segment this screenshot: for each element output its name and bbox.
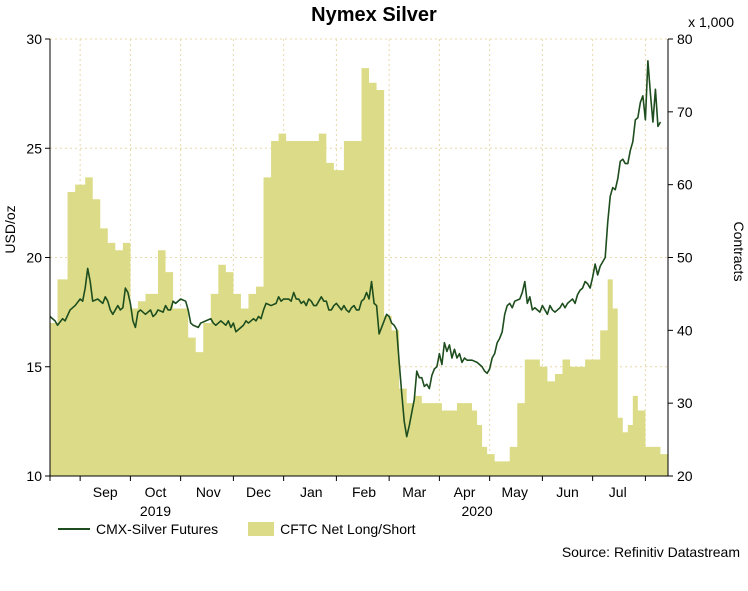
right-tick-label: 50	[677, 250, 693, 266]
legend: CMX-Silver Futures CFTC Net Long/Short	[58, 521, 446, 537]
month-label: May	[502, 484, 528, 500]
month-label: Nov	[196, 484, 221, 500]
left-tick-label: 15	[26, 359, 42, 375]
axis-labels: 10 15 20 25 30 20 30 40 50 60 70 80 Sep Oct Nov Dec Jan F…	[2, 31, 747, 519]
right-axis-title: Contracts	[731, 222, 747, 282]
month-label: Jan	[300, 484, 323, 500]
legend-item-line: CMX-Silver Futures	[58, 521, 218, 537]
chart-title: Nymex Silver	[311, 4, 437, 26]
right-tick-label: 60	[677, 177, 693, 193]
right-tick-label: 80	[677, 31, 693, 47]
month-label: Mar	[402, 484, 426, 500]
legend-line-swatch	[58, 528, 90, 530]
right-tick-label: 40	[677, 322, 693, 338]
left-tick-label: 10	[26, 468, 42, 484]
legend-item-area: CFTC Net Long/Short	[248, 521, 416, 537]
left-tick-label: 20	[26, 250, 42, 266]
month-label: Sep	[93, 484, 118, 500]
year-label: 2019	[140, 503, 171, 519]
legend-area-swatch	[248, 522, 275, 536]
month-label: Feb	[352, 484, 376, 500]
month-label: Oct	[145, 484, 167, 500]
source-note: Source: Refinitiv Datastream	[561, 544, 740, 560]
right-tick-label: 70	[677, 104, 693, 120]
silver-price-line	[49, 60, 662, 438]
month-label: Jul	[609, 484, 627, 500]
left-tick-label: 25	[26, 140, 42, 156]
left-axis-title: USD/oz	[2, 205, 18, 253]
silver-line-series	[49, 60, 662, 438]
right-tick-label: 30	[677, 395, 693, 411]
year-label: 2020	[461, 503, 492, 519]
right-tick-label: 20	[677, 468, 693, 484]
cftc-area-path	[50, 68, 668, 476]
cftc-area-series	[50, 68, 668, 476]
month-label: Dec	[246, 484, 271, 500]
axes	[45, 38, 673, 481]
legend-area-label: CFTC Net Long/Short	[280, 521, 416, 537]
month-label: Apr	[454, 484, 476, 500]
left-tick-label: 30	[26, 31, 42, 47]
month-label: Jun	[556, 484, 579, 500]
legend-line-label: CMX-Silver Futures	[96, 521, 219, 537]
right-axis-unit: x 1,000	[688, 14, 734, 30]
